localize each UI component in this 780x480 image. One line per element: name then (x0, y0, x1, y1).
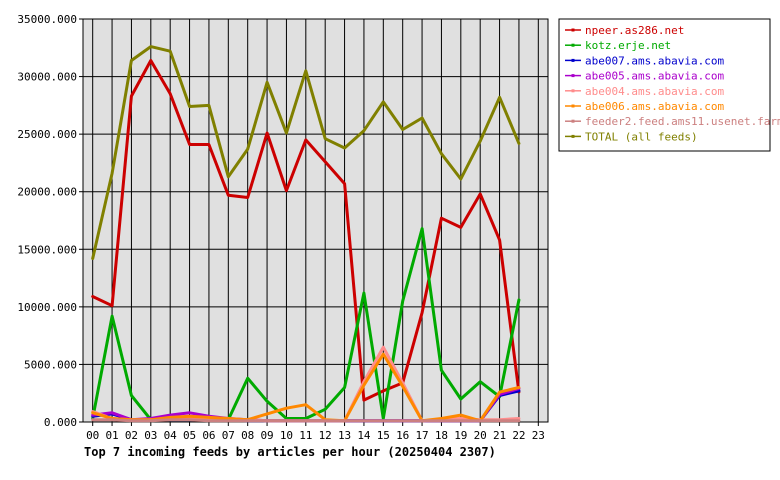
x-tick-label: 08 (241, 429, 254, 442)
legend-marker (571, 119, 575, 123)
y-tick-label: 25000.000 (17, 128, 77, 141)
x-tick-label: 09 (260, 429, 273, 442)
legend-marker (571, 89, 575, 93)
x-tick-label: 14 (357, 429, 371, 442)
y-tick-label: 20000.000 (17, 186, 77, 199)
series-line-7 (91, 45, 521, 260)
x-tick-label: 15 (377, 429, 390, 442)
legend-label: feeder2.feed.ams11.usenet.farm (585, 115, 780, 128)
x-tick-label: 17 (415, 429, 428, 442)
x-tick-label: 19 (454, 429, 467, 442)
x-tick-label: 11 (299, 429, 312, 442)
legend-marker (571, 43, 575, 47)
y-tick-label: 0.000 (44, 416, 77, 429)
legend-label: npeer.as286.net (585, 24, 684, 37)
series-line-5 (91, 352, 521, 423)
plot-area (82, 18, 549, 423)
x-tick-label: 00 (86, 429, 99, 442)
legend-label: abe005.ams.abavia.com (585, 70, 724, 83)
x-tick-label: 03 (144, 429, 157, 442)
legend-label: abe004.ams.abavia.com (585, 85, 724, 98)
x-tick-label: 07 (222, 429, 235, 442)
x-tick-label: 23 (532, 429, 545, 442)
y-tick-label: 30000.000 (17, 71, 77, 84)
legend: npeer.as286.net kotz.erje.net abe007.ams.a… (558, 18, 780, 152)
x-tick-label: 22 (512, 429, 525, 442)
legend-label: kotz.erje.net (585, 39, 671, 52)
legend-marker (571, 28, 575, 32)
legend-label: abe007.ams.abavia.com (585, 54, 724, 67)
x-tick-label: 05 (183, 429, 196, 442)
legend-marker (571, 58, 575, 62)
series-line-0 (91, 59, 521, 402)
x-tick-label: 01 (105, 429, 118, 442)
series-line-6 (91, 418, 521, 423)
y-tick-label: 35000.000 (17, 13, 77, 26)
grid (83, 18, 548, 423)
legend-marker (571, 134, 575, 138)
x-tick-label: 18 (435, 429, 448, 442)
x-tick-label: 12 (319, 429, 332, 442)
x-tick-label: 21 (493, 429, 506, 442)
x-tick-label: 16 (396, 429, 409, 442)
legend-box (558, 18, 771, 152)
chart-title: Top 7 incoming feeds by articles per hou… (84, 445, 496, 459)
x-tick-label: 20 (474, 429, 487, 442)
y-tick-label: 10000.000 (17, 301, 77, 314)
legend-label: abe006.ams.abavia.com (585, 100, 724, 113)
x-tick-label: 04 (164, 429, 178, 442)
x-tick-label: 13 (338, 429, 351, 442)
x-tick-label: 02 (125, 429, 138, 442)
x-tick-label: 10 (280, 429, 293, 442)
series-lines (91, 45, 521, 423)
x-axis: 00 01 02 03 04 05 06 07 08 09 10 11 12 13 14 15 16 17 18 19… (86, 422, 545, 442)
y-tick-label: 5000.000 (24, 358, 77, 371)
y-axis: 0.000 5000.000 10000.000 15000.000 20000.000… (17, 13, 83, 429)
y-tick-label: 15000.000 (17, 243, 77, 256)
x-tick-label: 06 (202, 429, 215, 442)
legend-label: TOTAL (all feeds) (585, 130, 698, 143)
legend-marker (571, 104, 575, 108)
legend-marker (571, 74, 575, 78)
